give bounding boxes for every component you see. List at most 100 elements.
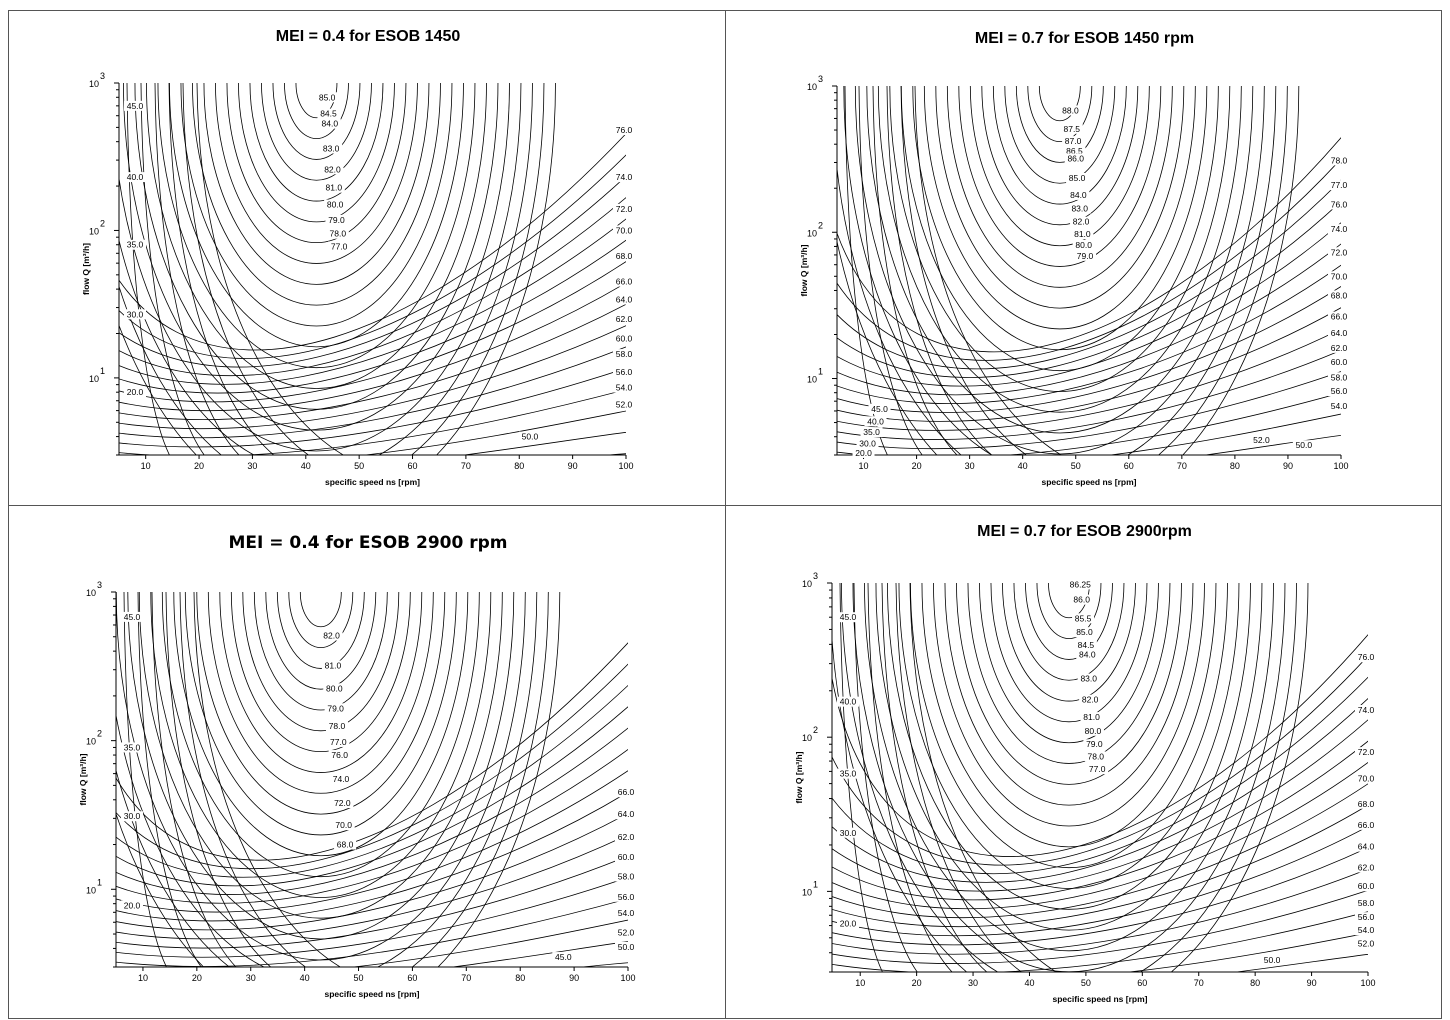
contour-label-bg	[860, 427, 883, 438]
contour-label: 60.0	[616, 334, 633, 344]
x-tick-label: 100	[620, 973, 635, 983]
contour-label-bg	[856, 438, 879, 449]
contour-label: 87.5	[1063, 124, 1080, 134]
contour-line	[116, 876, 628, 958]
y-tick-label: 10	[89, 226, 99, 236]
contour-line	[900, 86, 1219, 372]
chart-title: MEI = 0.4 for ESOB 1450	[276, 28, 461, 45]
contour-line	[119, 196, 626, 377]
x-tick-label: 10	[141, 461, 151, 471]
contour-label-bg	[1083, 739, 1106, 750]
contour-label-bg	[1355, 652, 1377, 663]
x-tick-label: 10	[138, 973, 148, 983]
contour-lines	[119, 83, 626, 455]
contour-line	[832, 676, 1368, 875]
contour-line	[832, 761, 1368, 910]
contour-label: 35.0	[124, 742, 141, 752]
contour-line	[116, 898, 628, 967]
contour-label: 52.0	[618, 928, 635, 938]
x-tick-label: 70	[461, 973, 471, 983]
contour-label-bg	[613, 399, 635, 410]
contour-line	[1025, 583, 1113, 660]
contour-label: 68.0	[337, 840, 354, 850]
y-tick-label: 10	[89, 374, 99, 384]
contour-label: 80.0	[326, 683, 343, 693]
contour-label-bg	[334, 839, 357, 850]
contour-line	[990, 583, 1148, 723]
contour-line	[898, 583, 1240, 889]
contour-label: 20.0	[124, 900, 141, 910]
contour-line	[261, 83, 372, 181]
x-tick-label: 90	[1307, 978, 1317, 988]
contour-label-bg	[864, 416, 887, 427]
contour-label: 60.0	[618, 852, 635, 862]
contour-label-bg	[552, 952, 575, 963]
contour-label: 66.0	[1358, 820, 1375, 830]
contour-label: 76.0	[331, 750, 348, 760]
contour-label-bg	[1328, 311, 1350, 322]
contour-line	[837, 222, 1341, 387]
contour-label-bg	[1073, 627, 1096, 638]
contour-line	[858, 86, 923, 455]
contour-line	[157, 83, 476, 369]
x-tick-label: 50	[354, 973, 364, 983]
contour-line	[226, 83, 407, 244]
contour-lines	[837, 86, 1341, 455]
contour-label-bg	[1328, 342, 1350, 353]
contour-label: 79.0	[1077, 251, 1094, 261]
x-tick-label: 80	[515, 973, 525, 983]
contour-label-bg	[318, 118, 341, 129]
contour-line	[967, 583, 1171, 764]
contour-line	[837, 136, 1341, 353]
contour-line	[249, 83, 384, 202]
contour-label: 76.0	[616, 125, 633, 135]
contour-label: 45.0	[555, 952, 572, 962]
contour-line	[981, 86, 1139, 226]
contour-label-bg	[615, 871, 637, 882]
contour-label-bg	[615, 891, 637, 902]
contour-line	[843, 86, 1277, 455]
contour-label-bg	[1328, 155, 1350, 166]
contour-line	[979, 583, 1159, 744]
contour-chart-mei04-2900: MEI = 0.4 for ESOB 2900 rpm 10 20 30 40 50 60 7…	[78, 533, 637, 999]
contour-label-bg	[1059, 105, 1082, 116]
contour-line	[116, 855, 628, 949]
contour-label: 74.0	[616, 172, 633, 182]
contour-label: 62.0	[1358, 862, 1375, 872]
y-axis-title: flow Q [m³/h]	[794, 751, 804, 803]
contour-label: 64.0	[616, 295, 633, 305]
contour-label-bg	[615, 787, 637, 798]
contour-chart-mei04-1450: MEI = 0.4 for ESOB 1450 10 20 30 40 50 60 70 80 9…	[81, 28, 635, 487]
contour-label: 77.0	[1089, 764, 1106, 774]
contour-label: 62.0	[618, 832, 635, 842]
contour-label: 85.0	[1076, 627, 1093, 637]
contour-chart-mei07-1450: MEI = 0.7 for ESOB 1450 rpm 10 20 30 40 50 60 7…	[799, 30, 1350, 487]
y-tick-exponent: 1	[818, 367, 823, 377]
x-tick-label: 50	[1071, 461, 1081, 471]
contour-label: 72.0	[1331, 247, 1348, 257]
x-tick-label: 20	[912, 461, 922, 471]
x-tick-label: 90	[1283, 461, 1293, 471]
contour-label: 45.0	[871, 404, 888, 414]
contour-label: 20.0	[127, 387, 144, 397]
contour-line	[853, 583, 918, 972]
contour-label-bg	[1355, 705, 1377, 716]
y-tick-exponent: 2	[100, 218, 105, 228]
contour-line	[832, 697, 1368, 883]
contour-label: 60.0	[1358, 881, 1375, 891]
contour-label: 70.0	[1331, 271, 1348, 281]
y-tick-exponent: 1	[100, 366, 105, 376]
contour-label: 45.0	[127, 101, 144, 111]
contour-line	[151, 592, 237, 967]
contour-line	[116, 770, 628, 913]
contour-label-bg	[613, 294, 635, 305]
contour-label: 87.0	[1065, 136, 1082, 146]
contour-label-bg	[332, 820, 355, 831]
contour-label: 58.0	[618, 871, 635, 881]
contour-line	[935, 86, 1185, 309]
x-tick-label: 30	[968, 978, 978, 988]
contour-label-bg	[1328, 271, 1350, 282]
contour-label: 79.0	[327, 703, 344, 713]
contour-line	[875, 583, 1263, 931]
contour-label: 82.0	[324, 164, 341, 174]
